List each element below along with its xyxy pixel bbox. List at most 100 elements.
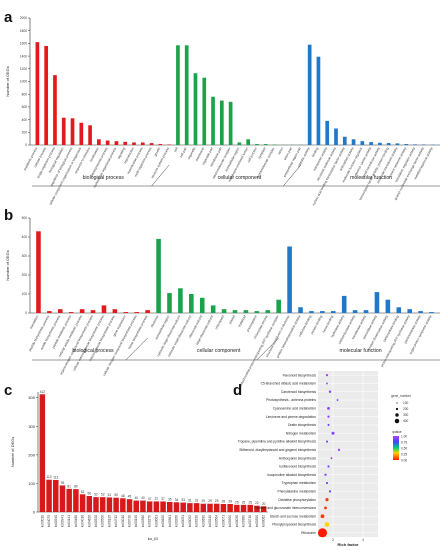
y-tick-label: 200 bbox=[22, 273, 28, 277]
bar bbox=[320, 311, 325, 313]
bar bbox=[193, 73, 198, 145]
bar bbox=[369, 142, 373, 145]
bar bbox=[243, 310, 249, 313]
bar bbox=[180, 502, 186, 512]
pathway-label: Isoquinoline alkaloid biosynthesis bbox=[267, 473, 316, 477]
data-point bbox=[324, 522, 330, 527]
group-label: biological process bbox=[72, 348, 114, 354]
x-tick-label: ko00561 bbox=[168, 515, 172, 527]
pathway-label: Isoflavonoid biosynthesis bbox=[279, 465, 316, 469]
bar bbox=[254, 505, 260, 512]
bar bbox=[70, 118, 75, 145]
bar bbox=[160, 501, 166, 512]
bar bbox=[351, 139, 356, 145]
x-tick-label: 4 bbox=[362, 538, 364, 542]
data-point bbox=[336, 399, 339, 401]
bar bbox=[53, 480, 59, 512]
x-axis-title: Rich factor bbox=[338, 542, 359, 547]
bar-value-label: 93 bbox=[61, 481, 65, 485]
size-legend-label: 300 bbox=[403, 413, 409, 417]
bar bbox=[61, 117, 66, 145]
x-tick-label: ko00190 bbox=[134, 515, 138, 527]
group-divider bbox=[256, 337, 279, 361]
bar bbox=[58, 309, 63, 313]
bar-value-label: 20 bbox=[262, 502, 266, 506]
pathway-label: Anthocyanin biosynthesis bbox=[279, 456, 317, 460]
x-tick-label: sugar:proton symporter activity bbox=[408, 314, 432, 355]
y-tick-label: 1000 bbox=[20, 80, 27, 84]
x-tick-label: cell part bbox=[179, 147, 188, 159]
bar bbox=[207, 503, 213, 512]
pathway-label: Pentose and glucuronate interconversions bbox=[254, 506, 316, 510]
y-tick-label: 300 bbox=[28, 424, 35, 429]
bar bbox=[123, 141, 128, 145]
size-legend-dot bbox=[395, 413, 399, 417]
pathway-label: Starch and sucrose metabolism bbox=[270, 514, 316, 518]
x-tick-label: ko00230 bbox=[195, 515, 199, 527]
x-tick-label: growth bbox=[153, 146, 161, 157]
bar bbox=[363, 310, 369, 313]
bar bbox=[105, 140, 110, 145]
bar bbox=[276, 299, 281, 313]
bar-value-label: 25 bbox=[248, 500, 252, 504]
bar bbox=[193, 503, 200, 512]
data-point bbox=[327, 415, 330, 418]
x-tick-label: ribosome bbox=[150, 314, 160, 328]
pathway-label: Flavonoid biosynthesis bbox=[283, 373, 317, 377]
x-tick-label: signaling bbox=[117, 146, 127, 159]
data-point bbox=[328, 390, 332, 393]
bar-value-label: 37 bbox=[155, 497, 159, 501]
color-legend-label: 0.25 bbox=[401, 453, 407, 457]
x-tick-label: ko00710 bbox=[128, 515, 132, 527]
x-tick-label: ko00270 bbox=[148, 515, 152, 527]
bar bbox=[210, 305, 216, 313]
y-tick-label: 1600 bbox=[20, 42, 27, 46]
panel-c-label: c bbox=[4, 382, 12, 399]
x-tick-label: ko00710 bbox=[248, 515, 252, 527]
y-tick-label: 100 bbox=[28, 481, 35, 486]
data-point bbox=[328, 490, 332, 493]
x-tick-label: localization bbox=[89, 146, 100, 162]
bar bbox=[265, 310, 271, 313]
bar bbox=[79, 122, 84, 145]
bar bbox=[200, 503, 207, 512]
bar bbox=[133, 500, 139, 512]
bar bbox=[396, 307, 402, 313]
bar bbox=[211, 96, 215, 145]
bar bbox=[134, 312, 140, 313]
bar bbox=[260, 506, 267, 512]
size-legend-dot bbox=[396, 402, 398, 404]
color-legend-label: 0.50 bbox=[401, 447, 407, 451]
x-tick-label: plastid bbox=[228, 314, 236, 324]
x-tick-label: ko00010 bbox=[121, 515, 125, 527]
x-tick-label: virion part bbox=[283, 146, 293, 160]
bar bbox=[146, 501, 153, 512]
bar bbox=[378, 142, 382, 145]
bar bbox=[307, 44, 312, 145]
y-tick-label: 500 bbox=[22, 216, 28, 220]
y-tick-label: 800 bbox=[22, 92, 28, 96]
bar bbox=[227, 504, 233, 512]
size-legend-dot bbox=[394, 418, 400, 424]
pathway-label: Cyanoamino acid metabolism bbox=[273, 406, 316, 410]
bar bbox=[395, 143, 400, 145]
x-tick-label: ko00071 bbox=[221, 515, 225, 527]
y-tick-label: 600 bbox=[22, 105, 28, 109]
bar bbox=[167, 293, 172, 313]
bar bbox=[413, 144, 417, 145]
group-label: biological process bbox=[83, 175, 125, 181]
x-tick-label: ko00941 bbox=[60, 515, 64, 527]
bar bbox=[140, 500, 146, 512]
bar bbox=[88, 125, 92, 145]
bar bbox=[255, 144, 259, 145]
x-tick-label: ko03010 bbox=[40, 515, 44, 527]
data-point bbox=[317, 528, 328, 538]
bar bbox=[68, 312, 74, 313]
bar-value-label: 37 bbox=[161, 497, 165, 501]
bar-value-label: 22 bbox=[255, 501, 259, 505]
x-tick-label: cell bbox=[173, 146, 179, 152]
x-tick-label: chloroplast bbox=[214, 314, 225, 330]
panel-a-label: a bbox=[4, 9, 13, 26]
bar bbox=[149, 143, 154, 145]
x-tick-label: ko00900 bbox=[228, 515, 232, 527]
